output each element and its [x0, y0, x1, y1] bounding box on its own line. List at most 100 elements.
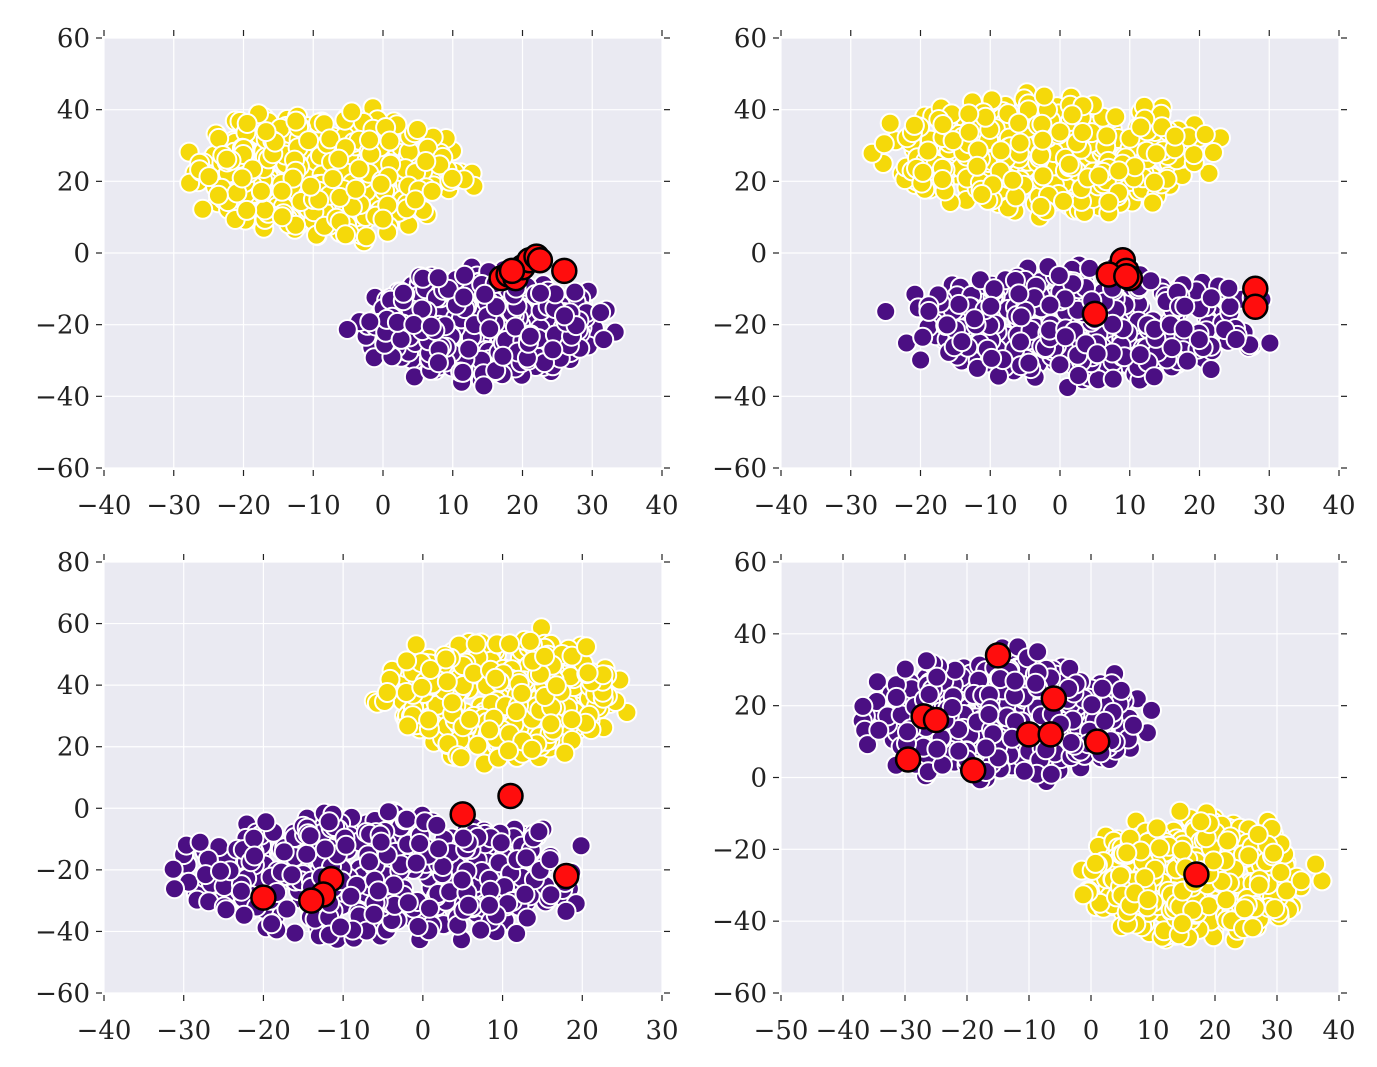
class_0-point	[868, 719, 890, 741]
class_0-point	[1010, 331, 1031, 353]
class_1-point	[467, 734, 489, 756]
class_1-point	[511, 682, 533, 704]
class_1-point	[1164, 125, 1186, 147]
class_1-point	[912, 161, 934, 183]
y-tick-label: −60	[712, 979, 767, 1009]
class_0-point	[243, 827, 265, 849]
class_1-point	[450, 747, 472, 769]
class_1-point	[1061, 104, 1083, 126]
class_0-point	[852, 695, 874, 717]
y-tick-label: 40	[57, 671, 90, 701]
highlighted-point	[449, 801, 476, 828]
class_0-point	[1025, 672, 1047, 694]
class_1-point	[1009, 132, 1031, 154]
x-tick-label: 40	[645, 491, 678, 521]
class_0-point	[1176, 350, 1198, 372]
class_0-point	[230, 880, 252, 902]
y-tick-label: 20	[734, 167, 767, 197]
scatter-panel-2: −40 −30 −20 −10 0 10 20 30 40 −60 −40 −20 0 20 40 60	[712, 24, 1355, 521]
x-tick-label: 0	[415, 1016, 432, 1046]
x-tick-label: 20	[506, 491, 539, 521]
class_0-point	[1219, 296, 1241, 317]
scatter-panel-3: −40 −30 −20 −10 0 10 20 30 −60 −40 −20 0 20 40 60 80	[35, 548, 678, 1046]
class_0-point	[276, 898, 298, 920]
class_1-point	[1008, 112, 1030, 134]
class_0-point	[1140, 270, 1162, 292]
class_0-point	[515, 847, 537, 869]
x-tick-label: −30	[878, 1016, 933, 1046]
class_1-point	[1032, 129, 1054, 151]
class_1-point	[370, 173, 392, 195]
class_0-point	[405, 852, 427, 874]
class_0-point	[427, 267, 449, 289]
x-tick-label: 20	[1183, 491, 1216, 521]
class_0-point	[948, 293, 970, 315]
class_1-point	[1072, 122, 1094, 143]
class_0-point	[479, 894, 500, 916]
class_1-point	[545, 675, 567, 697]
class_1-point	[421, 180, 443, 202]
y-tick-label: −40	[712, 907, 767, 937]
class_1-point	[1096, 125, 1118, 147]
class_0-point	[1225, 329, 1247, 350]
class_0-point	[564, 281, 586, 303]
class_1-point	[1032, 165, 1054, 187]
class_1-point	[1098, 191, 1120, 213]
class_0-point	[1129, 344, 1151, 366]
class_1-point	[271, 180, 293, 202]
class_1-point	[1247, 824, 1269, 845]
class_1-point	[236, 113, 258, 134]
class_1-point	[1276, 880, 1298, 902]
class_0-point	[1004, 670, 1026, 692]
points-layer	[851, 636, 1333, 951]
class_1-point	[1305, 853, 1327, 875]
class_0-point	[542, 339, 564, 361]
x-tick-label: −50	[754, 1016, 809, 1046]
class_0-point	[1173, 318, 1195, 340]
class_0-point	[296, 843, 318, 865]
class_1-point	[1130, 116, 1152, 138]
class_0-point	[1094, 710, 1116, 732]
y-tick-label: 60	[57, 610, 90, 640]
class_0-point	[458, 338, 480, 360]
class_1-point	[271, 206, 293, 228]
class_1-point	[441, 692, 463, 714]
x-tick-label: 0	[1052, 491, 1069, 521]
class_0-point	[458, 894, 479, 916]
y-tick-label: 0	[750, 764, 767, 794]
class_1-point	[1105, 106, 1127, 128]
class_0-point	[453, 286, 475, 308]
class_0-point	[926, 738, 948, 760]
class_1-point	[1058, 153, 1080, 175]
class_0-point	[189, 831, 211, 853]
class_0-point	[951, 331, 973, 353]
class_0-point	[359, 851, 380, 873]
class_0-point	[1048, 265, 1070, 287]
highlighted-point	[551, 257, 578, 285]
class_0-point	[255, 811, 277, 833]
class_1-point	[1088, 165, 1110, 187]
class_1-point	[958, 121, 980, 143]
class_0-point	[555, 900, 577, 922]
class_1-point	[1149, 837, 1171, 859]
highlighted-point	[984, 642, 1012, 669]
class_0-point	[377, 801, 399, 823]
class_1-point	[404, 189, 426, 211]
class_1-point	[282, 167, 304, 189]
class_0-point	[1122, 714, 1144, 736]
class_1-point	[1033, 85, 1055, 107]
class_0-point	[936, 314, 958, 336]
x-tick-label: −40	[754, 491, 809, 521]
class_1-point	[1270, 862, 1292, 883]
class_1-point	[192, 198, 214, 220]
class_1-point	[1194, 124, 1216, 145]
class_0-point	[554, 305, 575, 327]
x-tick-label: −20	[893, 491, 948, 521]
x-tick-label: 10	[1113, 491, 1146, 521]
class_1-point	[1116, 842, 1138, 864]
highlighted-point	[298, 887, 325, 914]
class_1-point	[322, 168, 344, 190]
class_0-point	[1218, 277, 1240, 299]
class_0-point	[470, 919, 492, 941]
class_0-point	[1259, 332, 1281, 354]
